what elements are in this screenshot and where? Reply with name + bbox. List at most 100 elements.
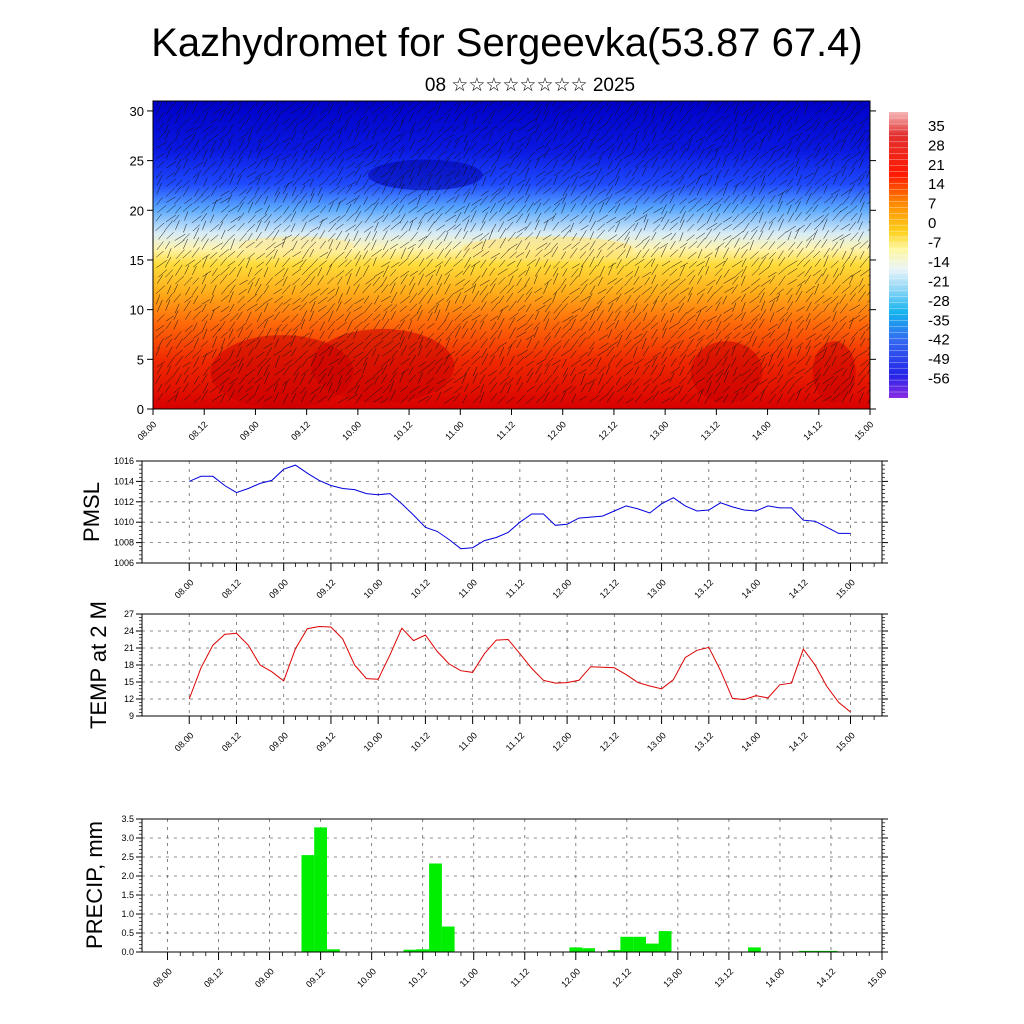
wind-barb [833,284,841,294]
wind-barb [191,247,200,258]
wind-barb [560,214,570,222]
wind-barb [596,249,602,259]
precip-bar [403,949,417,952]
wind-barb [615,286,624,295]
wind-barb [399,213,406,224]
wind-barb [364,376,376,384]
temperature-blob-4 [368,159,483,191]
wind-barb [193,124,203,132]
wind-barb [589,320,596,331]
wind-barb [273,241,285,249]
wind-barb [769,103,779,113]
pmsl-frame [141,460,883,564]
wind-barb [426,141,436,149]
wind-barb [578,337,587,348]
wind-barb [867,368,870,375]
wind-barb [624,214,632,221]
wind-barb [553,303,563,314]
wind-barb [444,113,451,124]
wind-barb [336,157,345,170]
wind-barb [642,206,654,214]
wind-barb [768,393,777,404]
wind-barb [201,272,208,285]
wind-barb [805,312,811,322]
wind-barb [822,206,830,213]
wind-barb [671,393,678,401]
wind-barb [533,198,542,206]
wind-barb [328,239,334,250]
wind-barb [840,125,849,133]
wind-barb [788,392,795,403]
wind-barb [651,143,659,151]
wind-barb [183,394,191,401]
wind-barb [227,194,233,204]
wind-barb [220,257,228,266]
wind-barb [472,394,482,404]
wind-barb [624,276,633,287]
wind-barb [786,338,793,349]
wind-barb [750,142,758,151]
wind-barb [230,216,241,223]
wind-barb [299,373,306,386]
wind-barb [589,394,600,403]
wind-barb [473,115,477,125]
wind-barb [804,274,811,284]
wind-barb [633,333,643,340]
wind-barb [353,220,363,231]
wind-barb [752,336,758,347]
wind-barb [202,220,207,230]
wind-barb [480,314,488,323]
wind-barb [688,241,698,249]
wind-barb [317,275,325,286]
wind-barb [570,350,577,359]
wind-barb [165,269,173,278]
wind-barb [317,169,324,178]
wind-barb [193,337,199,349]
wind-barb [688,286,694,296]
wind-barb [353,130,360,142]
wind-barb [292,268,302,276]
wind-barb [363,184,372,195]
wind-barb [230,150,237,160]
wind-barb [174,142,185,152]
wind-barb [274,133,281,143]
wind-barb [740,368,752,377]
wind-barb [463,366,471,377]
wind-barb [850,150,862,159]
wind-barb [381,374,388,384]
wind-barb [255,220,262,233]
wind-barb [652,185,659,195]
wind-barb [344,232,350,242]
wind-barb [750,377,760,384]
x-tick-label-15.00: 15.00 [852,419,875,442]
wind-barb [751,257,760,267]
wind-barb [543,259,549,268]
wind-barb [362,340,372,350]
wind-barb [509,141,515,152]
wind-barb [653,224,661,232]
wind-barb [534,266,542,277]
wind-barb [238,121,246,132]
wind-barb [598,334,608,341]
wind-barb [768,338,775,347]
wind-barb [571,393,577,404]
wind-barb [381,284,389,294]
wind-barb [571,307,582,314]
wind-barb [803,259,811,267]
wind-barb [328,118,337,125]
wind-barb [282,234,292,241]
wind-barb [174,303,180,314]
wind-barb [607,329,613,339]
wind-barb [814,239,821,249]
wind-barb [696,305,708,314]
wind-barb [687,269,695,277]
wind-barb [552,185,561,194]
wind-barb [707,292,715,303]
wind-barb [616,232,627,242]
wind-barb [632,378,640,386]
wind-barb [570,184,577,196]
wind-barb [822,152,829,161]
wind-barb [490,252,501,259]
wind-barb [390,184,397,195]
wind-barb [841,332,850,339]
